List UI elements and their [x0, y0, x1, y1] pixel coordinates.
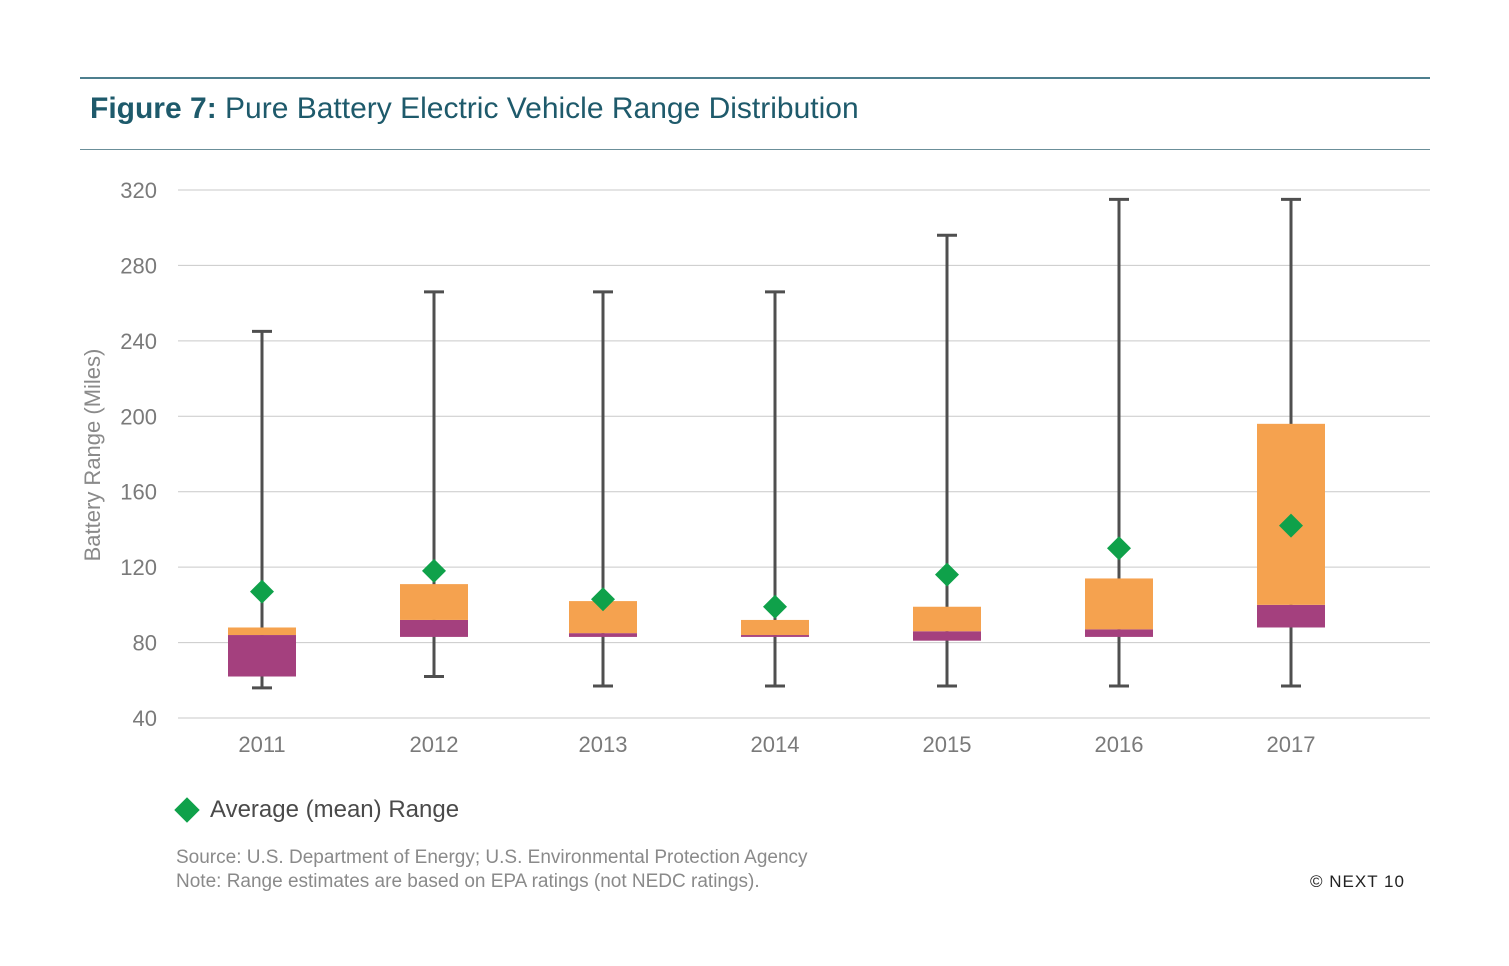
legend: Average (mean) Range — [174, 796, 460, 824]
box-upper-segment — [400, 584, 468, 620]
y-tick-label: 120 — [120, 555, 157, 580]
box-2016 — [1085, 197, 1153, 688]
source-line: Source: U.S. Department of Energy; U.S. … — [176, 847, 808, 868]
x-tick-label: 2014 — [751, 732, 800, 757]
box-upper-segment — [913, 606, 981, 632]
box-lower-segment — [913, 631, 981, 641]
box-lower-segment — [1085, 629, 1153, 637]
figure-title-text: Pure Battery Electric Vehicle Range Dist… — [225, 92, 859, 125]
y-tick-label: 40 — [133, 706, 157, 731]
box-upper-segment — [1085, 578, 1153, 630]
y-tick-label: 80 — [133, 631, 157, 656]
box-lower-segment — [569, 633, 637, 637]
box-lower-segment — [228, 635, 296, 677]
figure-label: Figure 7: — [90, 92, 217, 125]
mean-marker — [1107, 536, 1131, 561]
box-2017 — [1257, 197, 1325, 688]
title-bottom-rule — [80, 149, 1430, 150]
box-upper-segment — [228, 627, 296, 636]
y-tick-label: 240 — [120, 329, 157, 354]
source-notes: Source: U.S. Department of Energy; U.S. … — [176, 846, 808, 894]
mean-marker — [422, 558, 446, 583]
mean-marker — [1279, 513, 1303, 538]
box-2015 — [913, 233, 981, 688]
y-tick-label: 280 — [120, 253, 157, 278]
mean-diamond-icon — [174, 797, 200, 823]
box-upper-segment — [741, 619, 809, 636]
copyright-text: © NEXT 10 — [1310, 872, 1405, 891]
box-2013 — [569, 290, 637, 688]
x-tick-label: 2015 — [923, 732, 972, 757]
figure-title: Figure 7: Pure Battery Electric Vehicle … — [90, 92, 859, 126]
y-tick-label: 160 — [120, 480, 157, 505]
x-tick-label: 2011 — [238, 732, 285, 757]
mean-marker — [763, 594, 787, 619]
box-2014 — [741, 290, 809, 688]
box-lower-segment — [1257, 604, 1325, 628]
box-2011 — [228, 329, 296, 690]
x-tick-label: 2013 — [579, 732, 628, 757]
legend-mean-label: Average (mean) Range — [210, 796, 460, 823]
mean-marker — [935, 562, 959, 587]
x-tick-label: 2016 — [1095, 732, 1144, 757]
box-2012 — [400, 290, 468, 679]
x-tick-label: 2012 — [410, 732, 459, 757]
title-top-rule — [80, 77, 1430, 79]
note-line: Note: Range estimates are based on EPA r… — [176, 871, 760, 892]
y-tick-label: 320 — [120, 178, 157, 203]
box-lower-segment — [400, 619, 468, 637]
mean-marker — [591, 587, 615, 612]
box-lower-segment — [741, 635, 809, 637]
mean-marker — [250, 579, 274, 604]
y-tick-label: 200 — [120, 404, 157, 429]
x-tick-label: 2017 — [1267, 732, 1316, 757]
y-axis-label: Battery Range (Miles) — [80, 349, 105, 562]
